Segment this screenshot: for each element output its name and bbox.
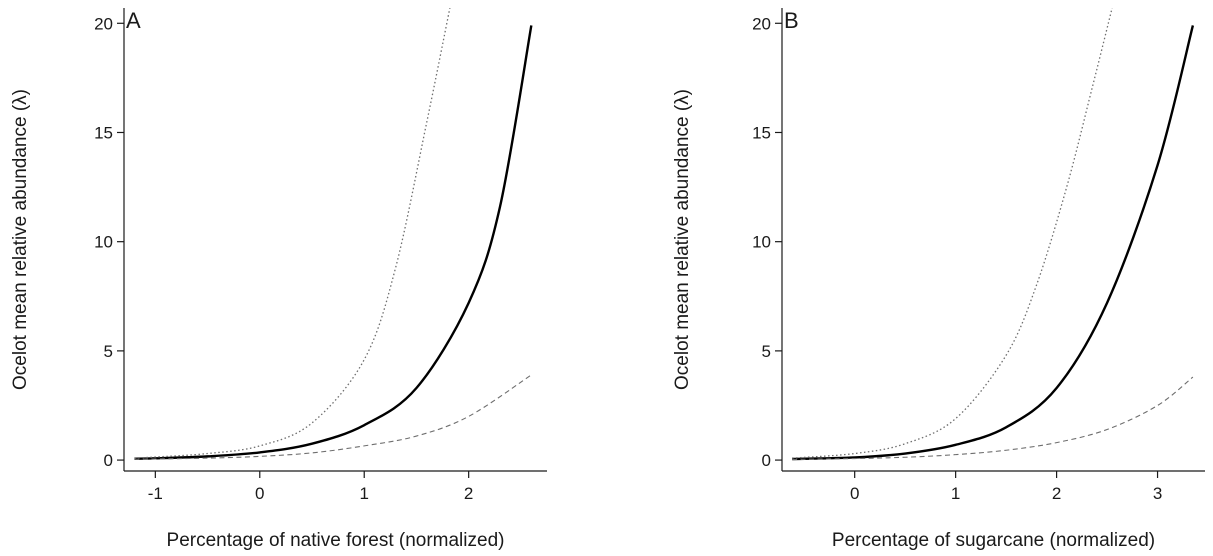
series-group (792, 8, 1195, 461)
y-tick-label: 15 (94, 123, 113, 142)
panel-a: 0 5 10 15 20 -1 0 1 2 Percentage of native forest… (10, 8, 547, 551)
y-tick-label: 10 (94, 233, 113, 252)
panel-b: 0 5 10 15 20 0 1 2 3 Percentage of sugarcane (nor… (672, 8, 1205, 551)
x-tick-label: -1 (148, 484, 163, 503)
series-line-solid (134, 25, 533, 460)
x-axis-label: Percentage of sugarcane (normalized) (832, 530, 1155, 551)
series-line-dashed (134, 374, 532, 460)
x-tick-label: 1 (951, 484, 960, 503)
y-tick-label: 20 (752, 14, 771, 33)
series-line-dotted (792, 8, 1113, 459)
x-tick-label: 1 (359, 484, 368, 503)
y-tick-label: 5 (762, 342, 771, 361)
y-axis-label: Ocelot mean relative abundance (λ) (672, 89, 693, 390)
y-tick-label: 15 (752, 123, 771, 142)
y-axis-label: Ocelot mean relative abundance (λ) (10, 89, 31, 390)
series-group (134, 8, 533, 460)
x-tick-label: 0 (255, 484, 264, 503)
y-tick-label: 0 (104, 451, 113, 470)
y-tick-label: 20 (94, 14, 113, 33)
x-tick-label: 2 (464, 484, 473, 503)
y-tick-label: 0 (762, 451, 771, 470)
series-line-solid (792, 25, 1195, 461)
series-line-dotted (134, 8, 451, 459)
y-tick-label: 10 (752, 233, 771, 252)
series-line-dashed (792, 376, 1194, 460)
x-axis-label: Percentage of native forest (normalized) (167, 530, 505, 551)
x-tick-label: 0 (850, 484, 859, 503)
y-tick-label: 5 (104, 342, 113, 361)
x-tick-label: 3 (1153, 484, 1162, 503)
panel-label: A (126, 8, 141, 33)
x-tick-label: 2 (1052, 484, 1061, 503)
panel-label: B (784, 8, 799, 33)
